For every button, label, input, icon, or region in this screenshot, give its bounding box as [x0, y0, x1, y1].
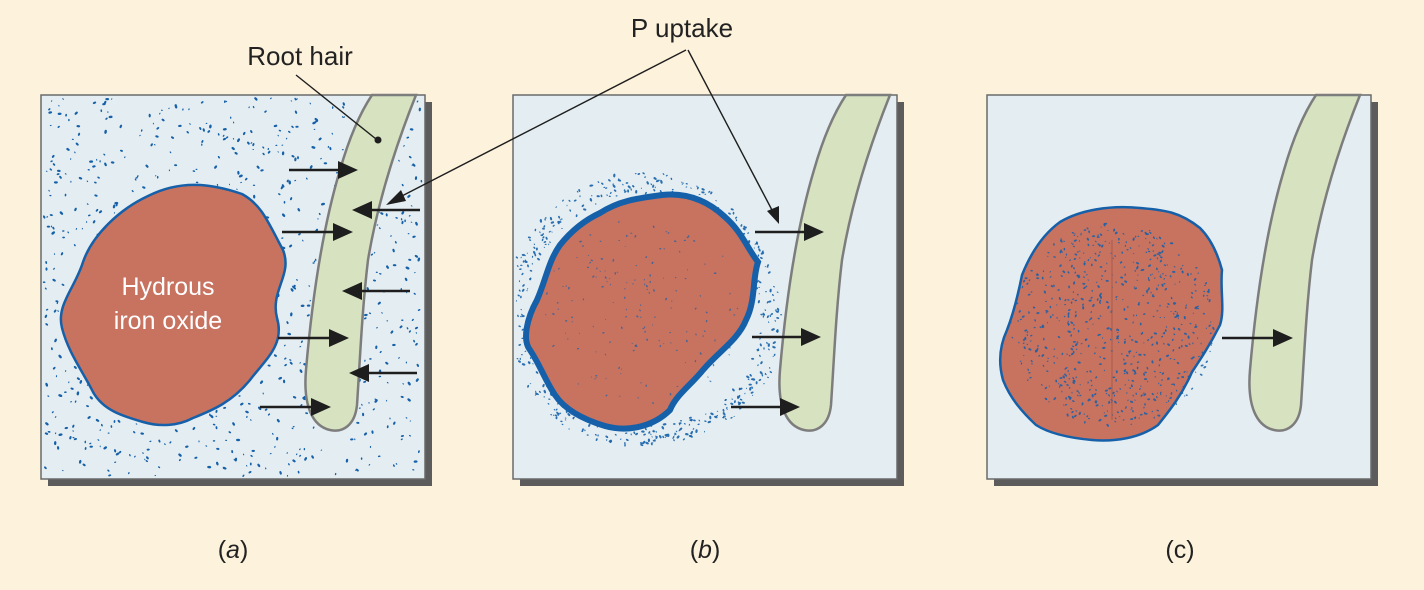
arrow-into-hair-1 [289, 161, 358, 179]
panel-b: (b) [512, 93, 904, 564]
panel-b-root-hair [778, 93, 892, 432]
arrow-out-of-hair-3 [349, 364, 417, 382]
arrow-into-hair-4 [260, 398, 331, 416]
root-hair-leader-dot [374, 136, 382, 144]
root-hair-label: Root hair [247, 41, 353, 71]
caption-a: (a) [218, 536, 249, 564]
root-hair-leader-line [295, 74, 377, 140]
p-uptake-leader-to-a-head [386, 190, 406, 205]
panel-b-adsorbed-phosphate [545, 221, 739, 404]
panel-a-root-hair [304, 93, 418, 432]
arrow-b-2 [752, 328, 821, 346]
arrow-into-hair-3 [278, 329, 349, 347]
panel-a-iron-oxide [59, 183, 287, 427]
arrow-c-1 [1222, 329, 1293, 347]
p-uptake-callout: P uptake [386, 13, 779, 224]
panel-a-arrows [260, 161, 420, 416]
p-uptake-leader-to-b-head [767, 206, 779, 224]
panel-b-arrows [731, 223, 824, 416]
panel-c: (c) [986, 93, 1378, 564]
caption-c: (c) [1165, 536, 1194, 564]
panel-c-root-hair [1248, 93, 1362, 432]
arrow-b-3 [731, 398, 800, 416]
root-hair-callout: Root hair [247, 41, 382, 144]
p-uptake-leader-to-b [687, 49, 774, 213]
arrow-out-of-hair-2 [342, 282, 410, 300]
arrow-into-hair-2 [282, 223, 353, 241]
hydrous-label: Hydrous [121, 273, 214, 301]
iron-oxide-label: iron oxide [114, 307, 222, 335]
arrow-out-of-hair-1 [352, 201, 420, 219]
caption-b: (b) [690, 536, 721, 564]
panel-b-iron-oxide [523, 191, 762, 432]
arrow-b-1 [755, 223, 824, 241]
p-uptake-label: P uptake [631, 13, 733, 43]
p-uptake-leader-to-a [397, 49, 687, 199]
panel-c-iron-oxide [998, 205, 1224, 442]
panel-a: Hydrous iron oxide (a) [40, 93, 432, 564]
